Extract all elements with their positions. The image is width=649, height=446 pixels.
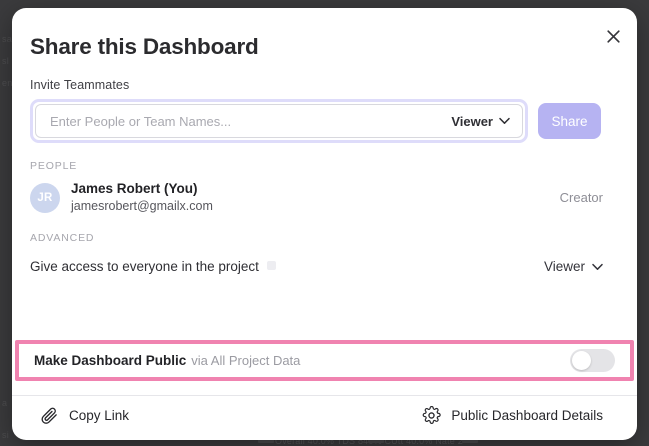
project-access-row: Give access to everyone in the project V… <box>30 256 619 278</box>
make-public-sublabel: via All Project Data <box>191 353 301 368</box>
page-title: Share this Dashboard <box>30 34 259 59</box>
backdrop-ghost-text: si <box>2 430 9 440</box>
backdrop-ghost-text: sl <box>2 56 9 66</box>
invite-input-inner: Viewer <box>35 104 523 138</box>
avatar: JR <box>30 182 60 213</box>
copy-link-button[interactable]: Copy Link <box>40 406 129 425</box>
make-public-label: Make Dashboard Public <box>34 353 187 368</box>
modal-footer: Copy Link Public Dashboard Details <box>12 396 637 440</box>
person-meta: James Robert (You) jamesrobert@gmailx.co… <box>71 181 560 215</box>
close-icon[interactable] <box>599 22 627 50</box>
backdrop-ghost-text: sa <box>2 34 12 44</box>
person-email: jamesrobert@gmailx.com <box>71 198 213 213</box>
person-role: Creator <box>559 190 603 206</box>
invite-label: Invite Teammates <box>30 78 130 92</box>
backdrop-ghost-text: a <box>2 398 8 408</box>
chevron-down-icon <box>592 263 603 270</box>
search-input[interactable] <box>48 112 444 130</box>
chevron-down-icon <box>499 117 510 124</box>
public-dashboard-details-button[interactable]: Public Dashboard Details <box>422 405 603 425</box>
footer-divider <box>12 395 637 396</box>
project-access-label: Give access to everyone in the project <box>30 259 259 275</box>
share-dashboard-modal: Share this Dashboard Invite Teammates Vi… <box>12 8 637 440</box>
person-name: James Robert (You) <box>71 181 198 196</box>
info-icon[interactable] <box>266 261 276 271</box>
people-section-caption: PEOPLE <box>30 160 78 172</box>
invite-input-wrapper: Viewer <box>30 99 528 143</box>
project-access-role-dropdown[interactable]: Viewer <box>544 259 619 274</box>
project-access-label-wrap: Give access to everyone in the project <box>30 259 544 274</box>
gear-icon <box>423 405 442 424</box>
project-access-role-label: Viewer <box>543 259 585 275</box>
make-dashboard-public-row[interactable]: Make Dashboard Public via All Project Da… <box>15 340 634 381</box>
backdrop-ghost-text: en <box>2 78 13 88</box>
copy-link-label: Copy Link <box>69 407 130 423</box>
invite-row: Viewer Share <box>30 99 619 143</box>
advanced-section-caption: ADVANCED <box>30 231 95 244</box>
list-item: JR James Robert (You) jamesrobert@gmailx… <box>30 181 619 215</box>
paperclip-icon <box>41 407 57 424</box>
invite-role-label: Viewer <box>451 113 493 129</box>
public-dashboard-details-label: Public Dashboard Details <box>451 407 603 423</box>
make-public-toggle[interactable] <box>570 349 615 372</box>
invite-role-dropdown[interactable]: Viewer <box>443 114 510 129</box>
toggle-knob <box>572 351 591 370</box>
share-button[interactable]: Share <box>538 103 601 139</box>
